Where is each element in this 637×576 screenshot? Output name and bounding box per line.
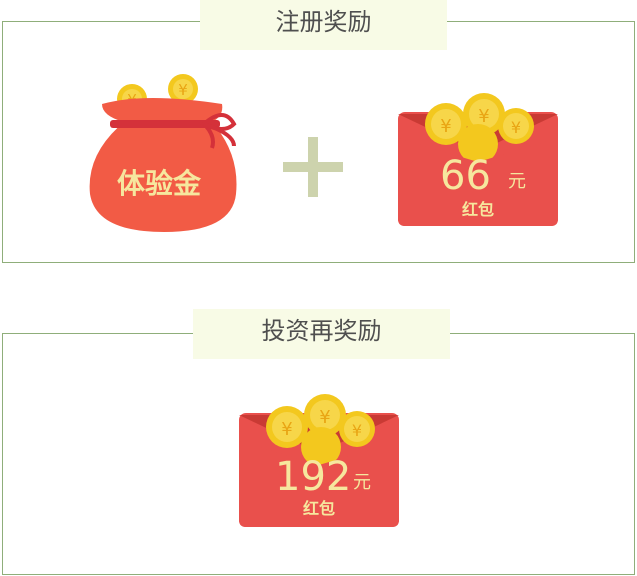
envelope-label: 红包 [302,499,335,518]
envelope-coins-icon: ¥ ¥ ¥ [398,93,558,226]
invest-reward-title: 投资再奖励 [193,309,450,359]
envelope-label: 红包 [461,200,494,219]
register-reward-title: 注册奖励 [200,0,447,50]
plus-icon [283,137,343,197]
svg-text:¥: ¥ [511,118,521,137]
svg-text:¥: ¥ [281,419,292,440]
svg-text:¥: ¥ [440,116,451,137]
coin-symbol: ¥ [178,81,188,99]
svg-text:¥: ¥ [352,421,362,440]
money-bag-icon: ¥ ¥ [89,74,237,232]
envelope-coins-icon: ¥ ¥ ¥ [239,394,399,527]
envelope-unit: 元 [508,171,526,192]
red-envelope-66: ¥ ¥ ¥ 66 元 红包 [396,92,560,230]
svg-text:¥: ¥ [319,407,330,428]
envelope-amount: 66 [440,153,491,199]
trial-fund-bag: ¥ ¥ 体验金 [84,74,244,234]
red-envelope-192: ¥ ¥ ¥ 192 元 红包 [237,393,401,531]
envelope-amount: 192 [275,454,352,500]
envelope-unit: 元 [353,472,371,493]
svg-text:¥: ¥ [478,106,489,127]
bag-label: 体验金 [116,167,201,200]
